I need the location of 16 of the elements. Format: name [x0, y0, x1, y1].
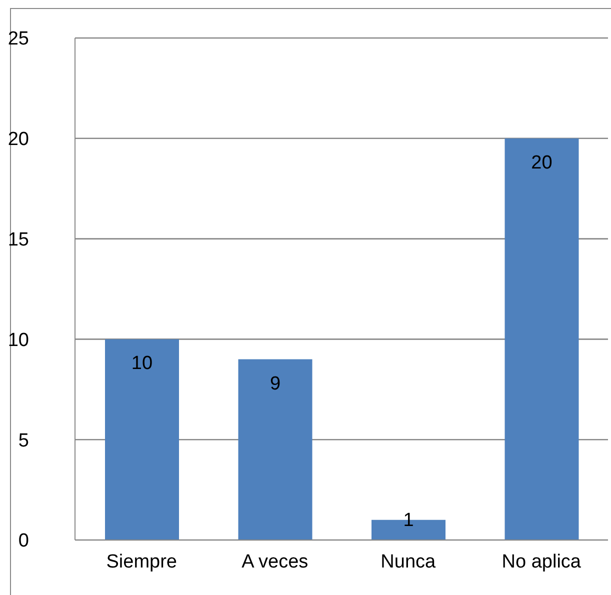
y-tick-label: 0: [18, 530, 29, 552]
data-label: 9: [270, 373, 281, 394]
x-tick-label: A veces: [242, 551, 308, 572]
x-tick-label: Siempre: [106, 551, 177, 572]
data-label: 20: [531, 152, 552, 174]
y-tick-label: 20: [8, 129, 29, 150]
bar: [504, 138, 579, 540]
y-tick-label: 5: [18, 430, 29, 452]
x-tick-label: Nunca: [380, 551, 436, 572]
bar: [105, 339, 179, 540]
bar: [238, 359, 312, 540]
x-tick-label: No aplica: [502, 551, 582, 572]
y-tick-label: 10: [8, 330, 29, 351]
y-tick-label: 25: [8, 28, 29, 50]
data-label: 10: [131, 353, 153, 374]
y-tick-label: 15: [8, 230, 29, 251]
